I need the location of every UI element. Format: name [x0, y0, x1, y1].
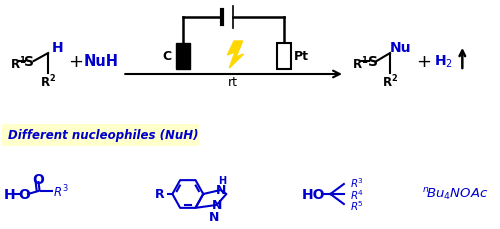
Text: +: + [68, 53, 82, 71]
Text: N: N [216, 184, 226, 197]
Text: +: + [416, 53, 432, 71]
Text: $R^3$: $R^3$ [53, 183, 68, 199]
Text: $R^3$: $R^3$ [350, 175, 364, 189]
Text: H: H [218, 175, 226, 185]
Text: Nu: Nu [390, 41, 411, 55]
Text: $\mathbf{R^1}$: $\mathbf{R^1}$ [352, 55, 368, 72]
Text: S: S [24, 55, 34, 69]
Text: S: S [368, 55, 378, 69]
Text: O: O [18, 187, 30, 201]
Text: $R^4$: $R^4$ [350, 187, 364, 201]
Bar [2, 124, 200, 146]
Text: Pt: Pt [294, 50, 309, 63]
Text: H$_2$: H$_2$ [434, 54, 452, 70]
Text: H: H [52, 41, 64, 55]
Text: N: N [208, 210, 219, 224]
Text: HO: HO [302, 187, 325, 201]
Text: N: N [212, 199, 222, 212]
Text: $\mathbf{R^2}$: $\mathbf{R^2}$ [40, 73, 56, 90]
Text: O: O [32, 172, 44, 186]
Text: R: R [155, 188, 164, 201]
Polygon shape [228, 42, 244, 69]
Text: C: C [162, 50, 172, 63]
Text: Different nucleophiles (NuH): Different nucleophiles (NuH) [8, 129, 198, 142]
Text: $\mathbf{R^2}$: $\mathbf{R^2}$ [382, 73, 398, 90]
Bar [176, 44, 190, 70]
Text: $R^5$: $R^5$ [350, 198, 364, 212]
Bar [278, 44, 291, 70]
Text: rt: rt [228, 75, 238, 88]
Text: NuH: NuH [84, 54, 118, 69]
Text: H: H [4, 187, 16, 201]
Text: $\mathbf{R^1}$: $\mathbf{R^1}$ [10, 55, 26, 72]
Text: $^n\!Bu_4NOAc$: $^n\!Bu_4NOAc$ [422, 186, 488, 202]
